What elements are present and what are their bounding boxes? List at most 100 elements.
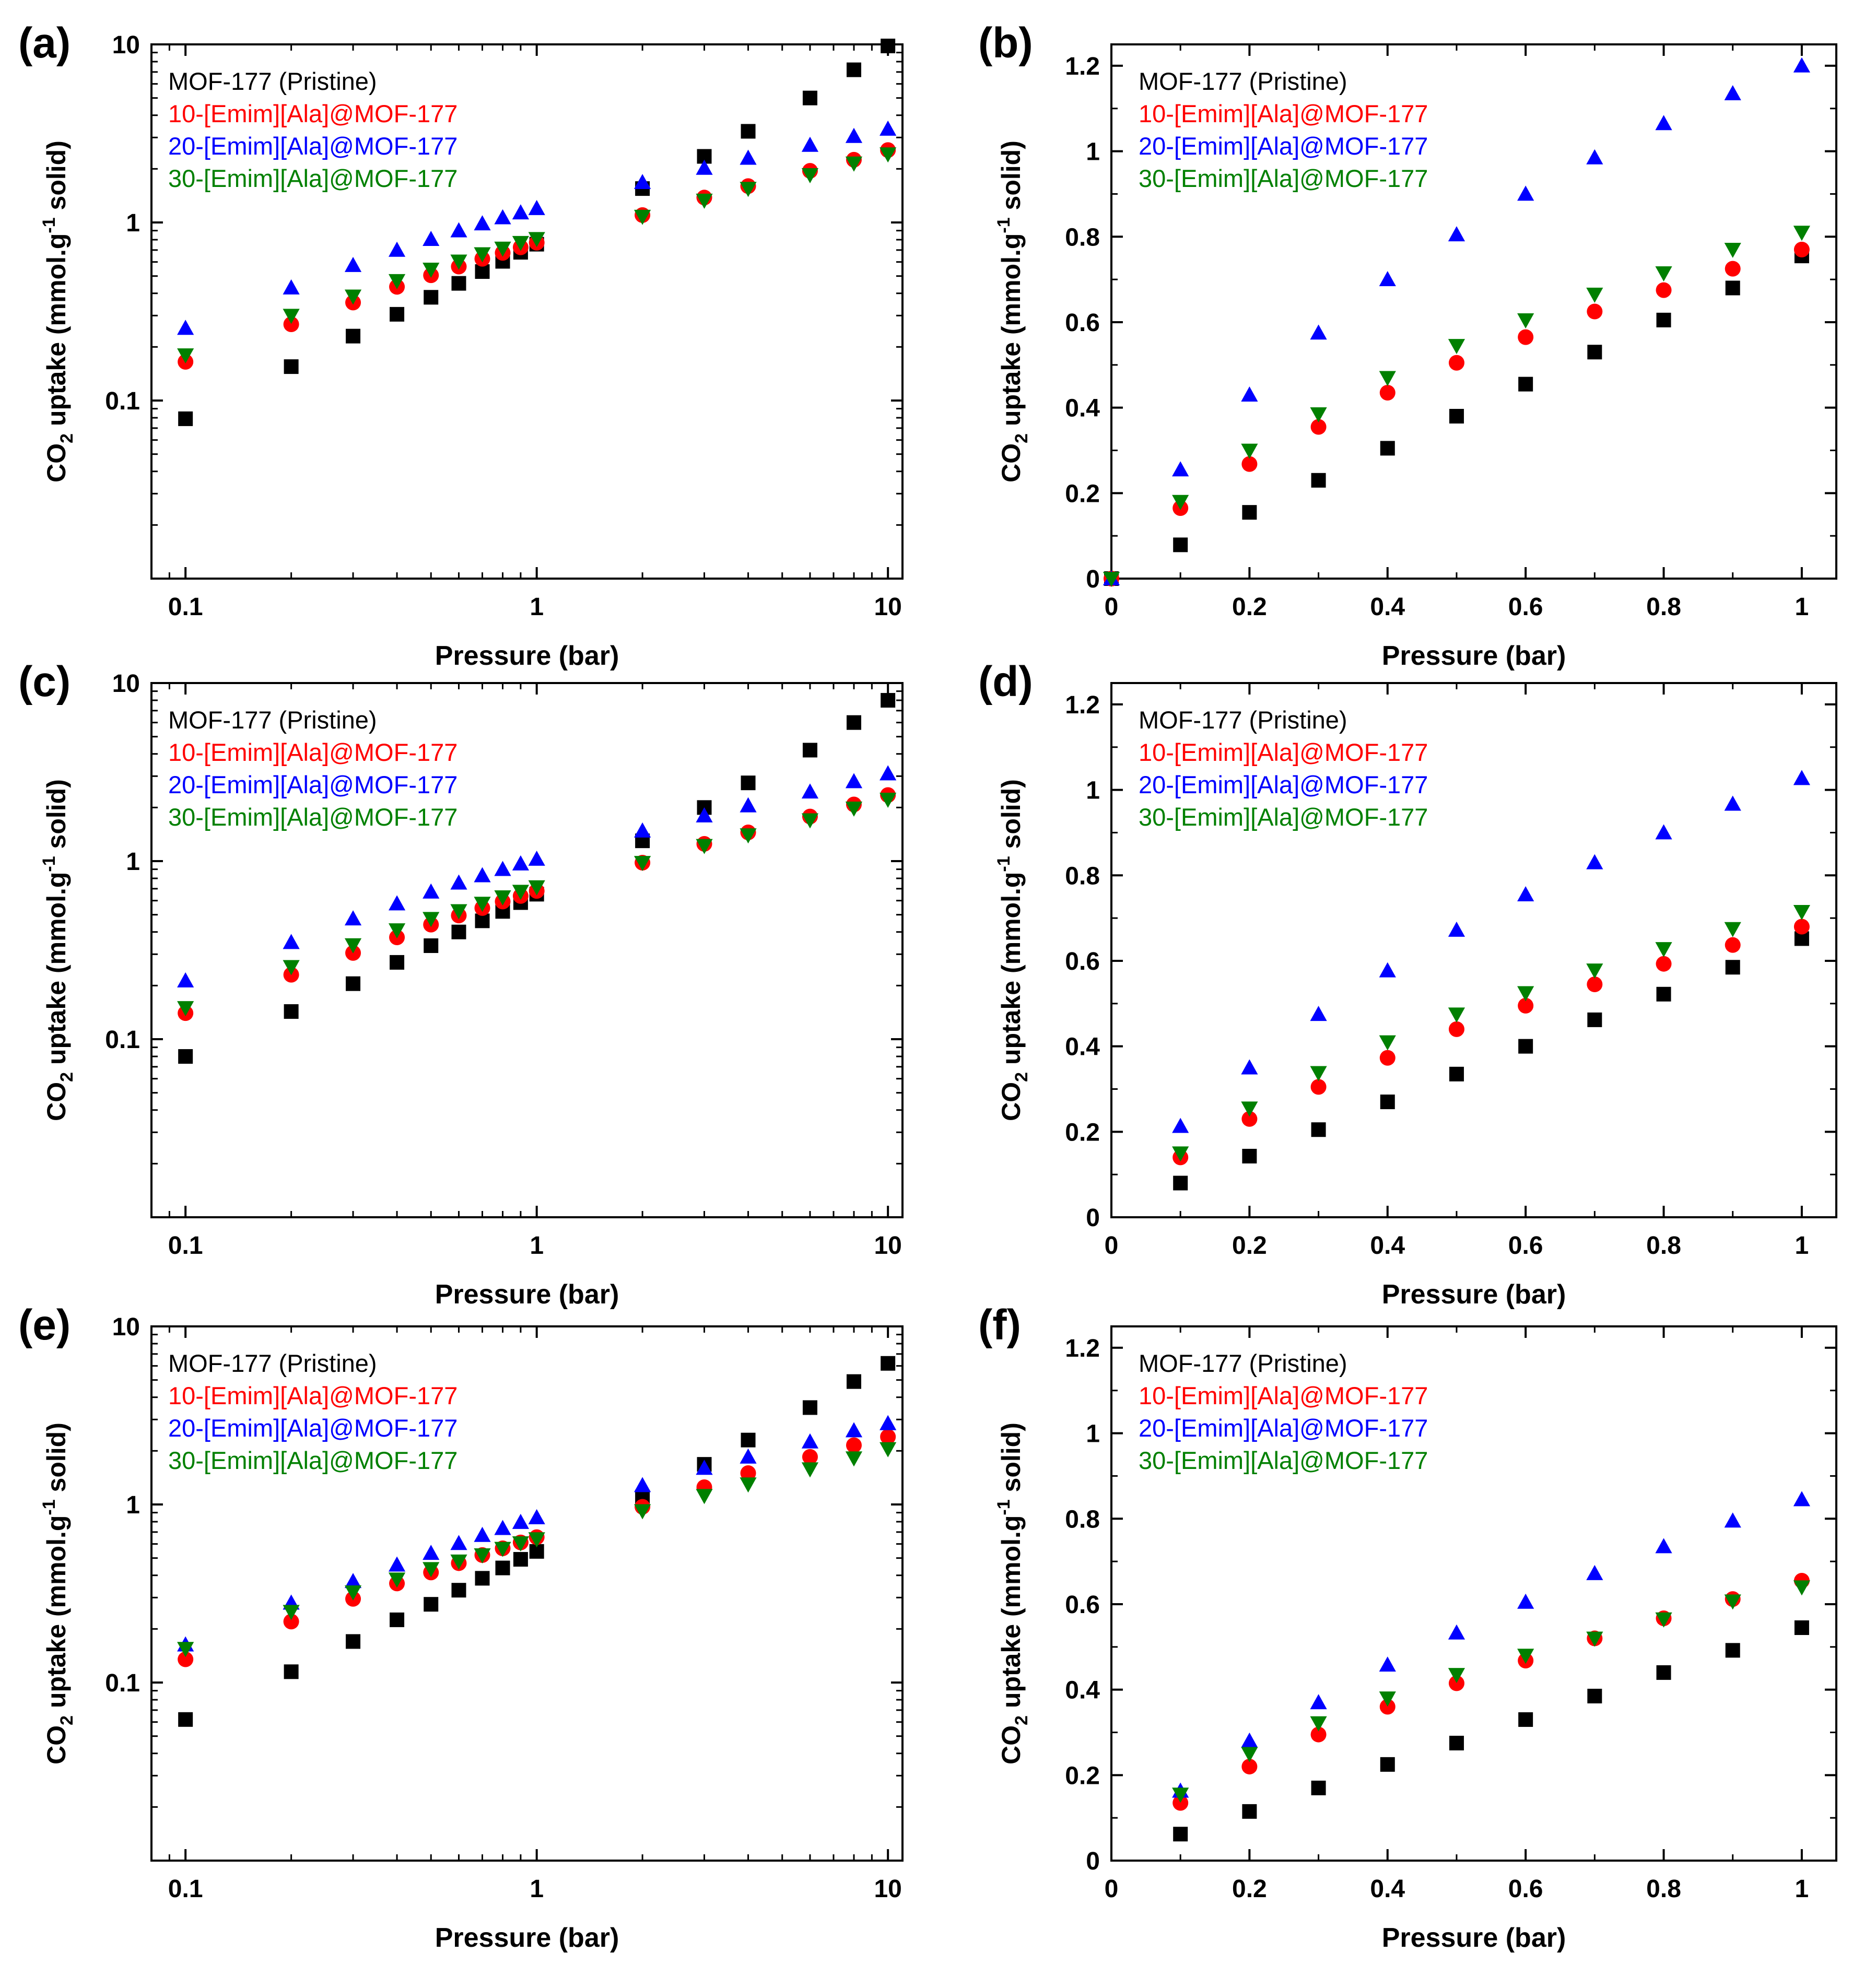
data-point — [1518, 329, 1534, 345]
data-point — [528, 1509, 545, 1524]
data-point — [634, 1504, 651, 1520]
data-point — [1656, 986, 1671, 1002]
legend-entry: 10-[Emim][Ala]@MOF-177 — [1139, 100, 1428, 127]
data-point — [696, 807, 713, 822]
data-point — [881, 1356, 896, 1371]
y-axis-label: CO2 uptake (mmol.g-1 solid) — [994, 779, 1031, 1121]
data-point — [801, 783, 819, 799]
data-series — [177, 147, 897, 364]
data-point — [512, 1513, 529, 1529]
data-point — [178, 411, 193, 426]
y-axis-label-mid: uptake (mmol.g — [42, 872, 71, 1072]
data-point — [1448, 1007, 1465, 1023]
data-point — [1518, 377, 1533, 392]
y-axis-label-end: solid) — [42, 779, 71, 856]
y-axis-label-end: solid) — [996, 779, 1026, 856]
y-tick-label: 1 — [1086, 1420, 1100, 1448]
data-point — [388, 923, 406, 939]
y-tick-label: 1 — [126, 848, 140, 876]
data-point — [177, 972, 194, 987]
legend-entry: 30-[Emim][Ala]@MOF-177 — [1139, 1446, 1428, 1474]
y-axis-label-end: solid) — [42, 1422, 71, 1499]
legend-entry: 10-[Emim][Ala]@MOF-177 — [168, 1382, 458, 1409]
data-point — [1448, 1624, 1465, 1640]
data-point — [474, 897, 491, 912]
data-point — [1379, 1656, 1396, 1672]
y-tick-label: 10 — [112, 670, 140, 698]
data-series — [1173, 931, 1809, 1191]
axes-frame — [150, 43, 904, 580]
data-point — [881, 693, 896, 708]
y-axis-label-mid: uptake (mmol.g — [42, 233, 71, 433]
data-point — [474, 247, 491, 263]
data-point — [741, 775, 756, 791]
legend-entry: MOF-177 (Pristine) — [168, 67, 377, 95]
data-point — [283, 309, 300, 324]
y-tick-label: 1.2 — [1065, 1335, 1100, 1362]
data-series — [1103, 57, 1811, 585]
x-tick-label: 0 — [1105, 1875, 1119, 1903]
data-series — [177, 765, 897, 987]
data-point — [450, 222, 467, 238]
x-tick-label: 1 — [530, 1232, 544, 1260]
x-tick-label: 0.8 — [1646, 1875, 1681, 1903]
data-point — [474, 1526, 491, 1542]
data-point — [450, 874, 467, 890]
data-point — [344, 938, 362, 954]
y-tick-label: 0.1 — [105, 387, 140, 415]
data-point — [801, 168, 819, 183]
axes-frame — [1110, 1325, 1837, 1862]
y-axis-label-sup: -1 — [994, 856, 1014, 872]
y-axis-label: CO2 uptake (mmol.g-1 solid) — [39, 779, 77, 1121]
legend-entry: 20-[Emim][Ala]@MOF-177 — [168, 1414, 458, 1442]
data-point — [528, 232, 545, 248]
y-tick-label: 0 — [1086, 1848, 1100, 1875]
data-point — [474, 215, 491, 231]
data-point — [1587, 345, 1602, 360]
data-point — [1310, 1694, 1327, 1710]
data-point — [846, 1374, 861, 1389]
data-point — [475, 1571, 490, 1586]
y-axis-label-sub: 2 — [1012, 1715, 1031, 1725]
data-point — [1655, 942, 1672, 958]
data-point — [344, 1573, 362, 1589]
data-point — [845, 773, 863, 789]
data-point — [1380, 1095, 1395, 1110]
chart-panel: (c) 0.1 1 10 0.1 1 10 Pressure (bar) CO2 uptake … — [18, 658, 904, 1310]
data-point — [388, 895, 406, 911]
legend-entry: MOF-177 (Pristine) — [168, 706, 377, 734]
x-tick-label: 0.2 — [1232, 1875, 1267, 1903]
data-point — [512, 1536, 529, 1552]
data-point — [344, 256, 362, 272]
data-point — [741, 124, 756, 139]
y-tick-label: 0 — [1086, 1204, 1100, 1232]
legend-entry: 30-[Emim][Ala]@MOF-177 — [168, 1446, 458, 1474]
y-axis-label-mid: uptake (mmol.g — [996, 233, 1026, 433]
data-point — [634, 856, 651, 872]
data-point — [1173, 1175, 1188, 1191]
data-point — [528, 880, 545, 896]
x-tick-label: 0.4 — [1370, 1875, 1405, 1903]
y-tick-label: 0.4 — [1065, 1677, 1100, 1704]
legend-entry: 20-[Emim][Ala]@MOF-177 — [168, 771, 458, 798]
data-point — [178, 1651, 194, 1667]
data-point — [1103, 572, 1120, 587]
data-point — [880, 1442, 897, 1457]
x-tick-label: 0 — [1105, 593, 1119, 621]
y-axis-label-co: CO — [42, 1725, 71, 1765]
data-point — [1448, 339, 1465, 355]
x-tick-label: 0.6 — [1508, 593, 1543, 621]
data-point — [177, 320, 194, 335]
y-axis-label-sup: -1 — [994, 1499, 1014, 1515]
data-point — [1379, 1035, 1396, 1051]
data-point — [802, 90, 817, 105]
legend-entry: MOF-177 (Pristine) — [1139, 706, 1347, 734]
y-tick-label: 0.4 — [1065, 1033, 1100, 1061]
legend-entry: 20-[Emim][Ala]@MOF-177 — [168, 132, 458, 160]
data-point — [1587, 976, 1603, 992]
x-tick-label: 10 — [874, 1232, 901, 1260]
data-point — [423, 263, 440, 278]
data-point — [1655, 824, 1672, 840]
data-point — [1379, 1691, 1396, 1707]
legend-entry: 10-[Emim][Ala]@MOF-177 — [1139, 1382, 1428, 1409]
